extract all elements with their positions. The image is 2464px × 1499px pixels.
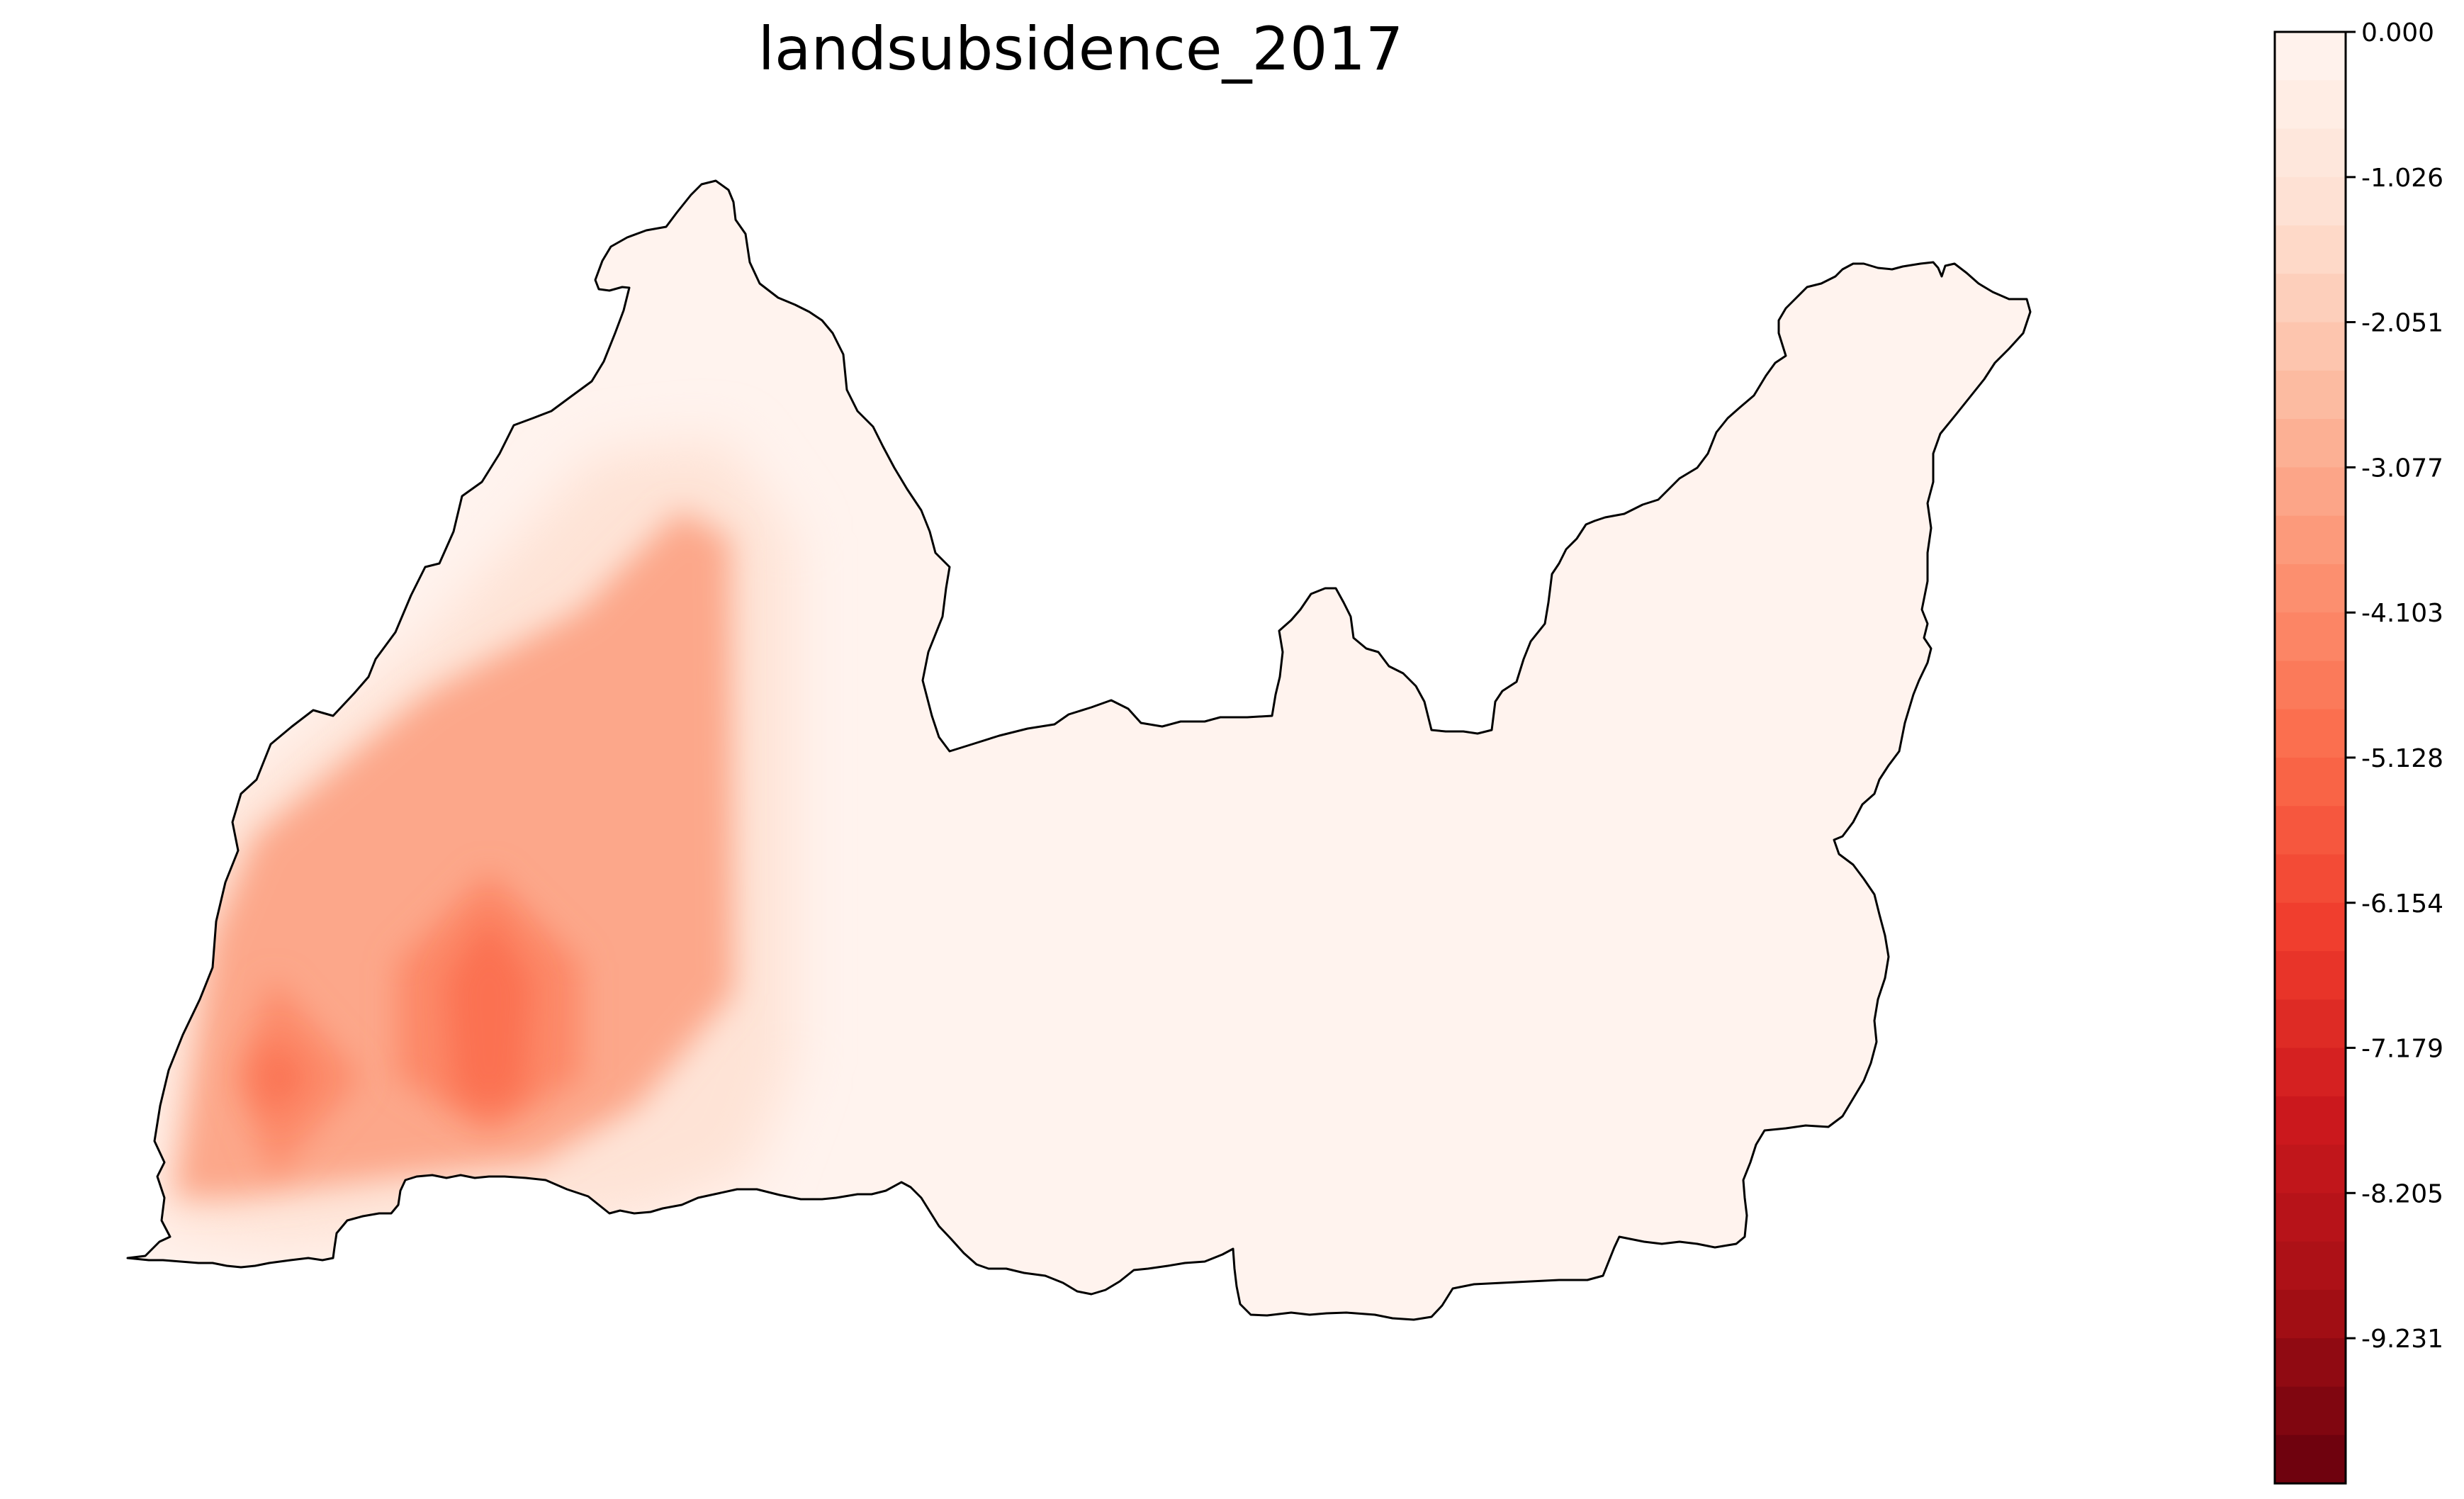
colorbar-tick-label: -9.231 <box>2361 1325 2443 1354</box>
subsidence-map <box>126 179 2032 1321</box>
colorbar-band <box>2275 951 2346 1001</box>
colorbar-band <box>2275 806 2346 855</box>
region-outline <box>126 179 2032 1321</box>
colorbar-tick-label: -3.077 <box>2361 454 2443 483</box>
colorbar-tick-label: 0.000 <box>2361 18 2434 47</box>
colorbar-tick-label: -4.103 <box>2361 599 2443 628</box>
map-title: landsubsidence_2017 <box>758 14 1404 84</box>
peak-east-core <box>446 914 531 1113</box>
colorbar-band <box>2275 322 2346 371</box>
colorbar-tick-label: -2.051 <box>2361 309 2443 338</box>
colorbar-band <box>2275 515 2346 565</box>
colorbar-band <box>2275 1193 2346 1242</box>
colorbar-tick-label: -1.026 <box>2361 164 2443 193</box>
colorbar-band <box>2275 709 2346 758</box>
colorbar-tick-label: -8.205 <box>2361 1179 2443 1208</box>
colorbar-band <box>2275 612 2346 662</box>
colorbar-band <box>2275 661 2346 710</box>
colorbar-band <box>2275 1435 2346 1484</box>
colorbar-band <box>2275 32 2346 82</box>
colorbar-ticks: 0.000 -1.026 -2.051 -3.077 -4.103 -5.128 -6.15… <box>2346 18 2443 1354</box>
colorbar-band <box>2275 370 2346 420</box>
colorbar-band <box>2275 758 2346 807</box>
peak-west-core <box>252 1035 312 1120</box>
colorbar-band <box>2275 467 2346 517</box>
colorbar-tick-label: -7.179 <box>2361 1034 2443 1063</box>
colorbar-band <box>2275 1241 2346 1291</box>
colorbar-band <box>2275 854 2346 904</box>
colorbar-band <box>2275 1048 2346 1097</box>
colorbar-band <box>2275 902 2346 953</box>
colorbar-band <box>2275 274 2346 323</box>
colorbar-band <box>2275 128 2346 178</box>
colorbar-band <box>2275 1338 2346 1388</box>
colorbar-band <box>2275 80 2346 130</box>
colorbar-tick-label: -5.128 <box>2361 744 2443 773</box>
colorbar-band <box>2275 563 2346 614</box>
hotspot-layer <box>156 439 794 1247</box>
colorbar-band <box>2275 176 2346 227</box>
colorbar-band <box>2275 1289 2346 1340</box>
colorbar-band <box>2275 225 2346 275</box>
colorbar-band <box>2275 419 2346 468</box>
colorbar-bands <box>2275 32 2346 1484</box>
colorbar-tick-label: -6.154 <box>2361 889 2443 919</box>
colorbar-band <box>2275 1145 2346 1194</box>
colorbar-band <box>2275 1386 2346 1436</box>
colorbar-band <box>2275 999 2346 1049</box>
colorbar-band <box>2275 1096 2346 1146</box>
